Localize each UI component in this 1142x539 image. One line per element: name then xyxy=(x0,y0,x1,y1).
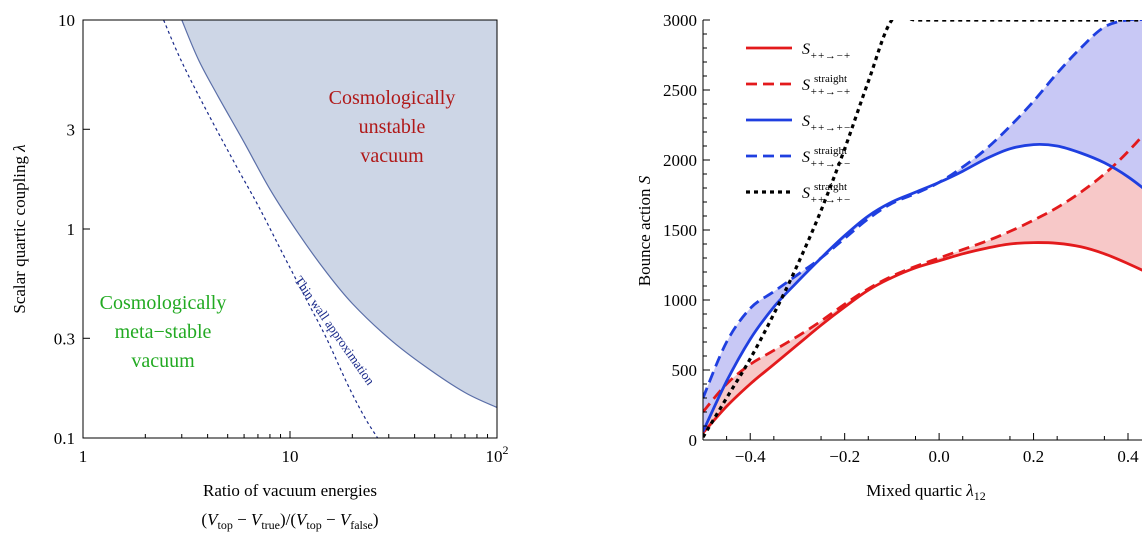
y-tick-label: 3 xyxy=(67,120,76,139)
unstable-boundary-line xyxy=(181,20,497,409)
x-tick-label: 0.0 xyxy=(928,447,949,466)
unstable-label-line1: Cosmologically xyxy=(329,87,456,109)
left-chart: 1 10 102 0.1 0.3 1 3 10 Cosmologically unstabl… xyxy=(10,11,509,532)
y-tick-label: 0.3 xyxy=(54,329,75,348)
series-line xyxy=(703,143,1142,433)
right-x-axis-label: Mixed quartic λ12 xyxy=(866,481,985,503)
y-tick-label: 2500 xyxy=(663,81,697,100)
y-tick-label: 1 xyxy=(67,220,76,239)
left-y-axis-label: Scalar quartic coupling λ xyxy=(10,144,29,313)
legend-label: S++→+−straight xyxy=(802,181,851,206)
x-tick-label: 10 xyxy=(282,447,299,466)
y-tick-label: 3000 xyxy=(663,11,697,30)
x-tick-label: −0.2 xyxy=(829,447,860,466)
legend-label: S++→−+ xyxy=(802,41,851,62)
y-tick-label: 500 xyxy=(672,361,698,380)
x-tick-label: 0.2 xyxy=(1023,447,1044,466)
series-line xyxy=(703,20,1142,439)
x-tick-label: −0.4 xyxy=(735,447,766,466)
legend-label: S++→+− xyxy=(802,113,851,134)
right-chart: −0.4 −0.2 0.0 0.2 0.4 0 500 1000 1500 2000 2500 30… xyxy=(635,11,1142,503)
metastable-label-line3: vacuum xyxy=(131,350,195,372)
legend-label: S++→−+straight xyxy=(802,73,851,98)
left-y-ticks: 0.1 0.3 1 3 10 xyxy=(54,11,90,448)
series-lines xyxy=(703,20,1142,439)
thin-wall-curve xyxy=(163,20,379,438)
right-x-ticks: −0.4 −0.2 0.0 0.2 0.4 xyxy=(726,433,1139,466)
y-tick-label: 1500 xyxy=(663,221,697,240)
x-tick-label: 1 xyxy=(79,447,88,466)
right-y-axis-label: Bounce action S xyxy=(635,175,654,286)
shaded-regions xyxy=(703,20,1142,433)
left-x-axis-formula: (Vtop − Vtrue)/(Vtop − Vfalse) xyxy=(201,510,378,532)
y-tick-label: 1000 xyxy=(663,291,697,310)
unstable-label-line2: unstable xyxy=(359,116,426,138)
unstable-label-line3: vacuum xyxy=(360,145,424,167)
x-tick-label: 102 xyxy=(486,443,509,466)
series-line xyxy=(703,20,1142,399)
y-tick-label: 0 xyxy=(689,431,698,450)
shaded-region xyxy=(703,20,1142,432)
left-x-axis-label: Ratio of vacuum energies xyxy=(203,481,377,500)
metastable-label-line1: Cosmologically xyxy=(100,292,227,314)
unstable-region-fill xyxy=(181,20,497,408)
x-tick-label: 0.4 xyxy=(1117,447,1139,466)
series-line xyxy=(703,134,1142,413)
y-tick-label: 10 xyxy=(58,11,75,30)
legend: S++→−+ S++→−+straight S++→+− S++→+−straight… xyxy=(746,41,851,206)
right-y-ticks: 0 500 1000 1500 2000 2500 3000 xyxy=(663,11,710,450)
legend-label: S++→+−straight xyxy=(802,145,851,170)
metastable-label-line2: meta−stable xyxy=(115,321,212,343)
y-tick-label: 2000 xyxy=(663,151,697,170)
y-tick-label: 0.1 xyxy=(54,429,75,448)
series-line xyxy=(703,241,1142,434)
left-x-ticks: 1 10 102 xyxy=(79,431,509,466)
